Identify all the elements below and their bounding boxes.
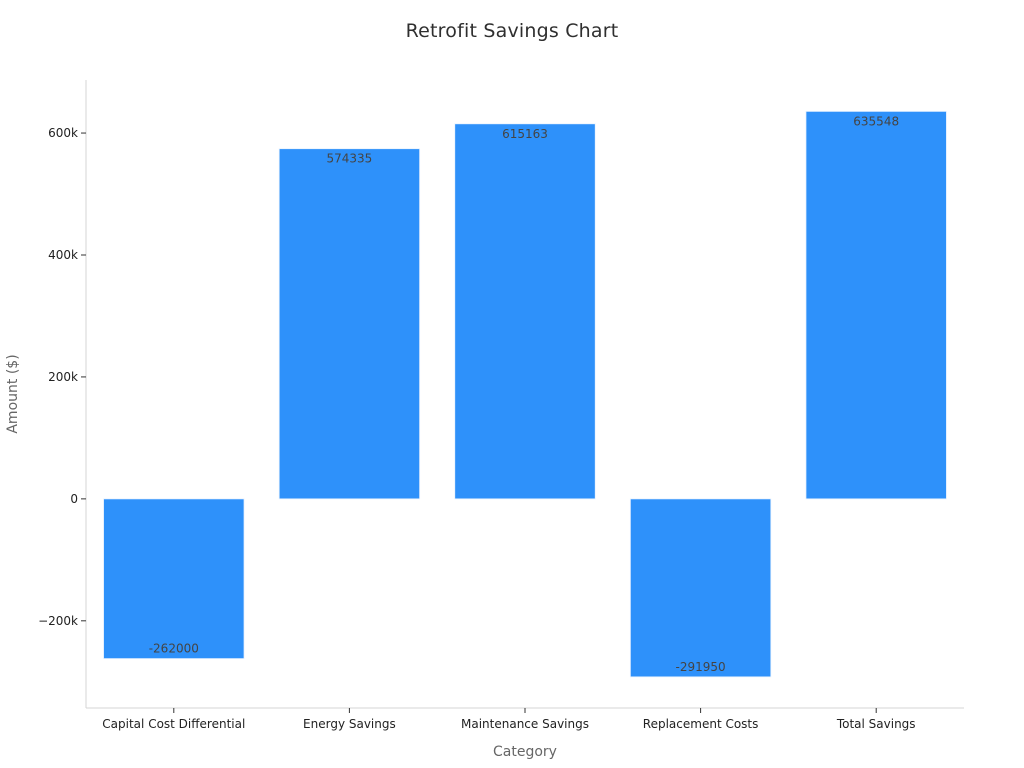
x-tick-label: Energy Savings <box>303 717 396 731</box>
bar <box>278 148 421 500</box>
x-tick-label: Replacement Costs <box>643 717 759 731</box>
bar <box>103 498 245 660</box>
data-label: 615163 <box>502 127 548 141</box>
y-tick-label: 400k <box>48 248 78 262</box>
data-label: 574335 <box>326 152 372 166</box>
x-axis-label: Category <box>493 744 557 760</box>
data-label: -291950 <box>676 660 726 674</box>
y-axis-label: Amount ($) <box>5 354 21 433</box>
y-tick-label: −200k <box>38 614 78 628</box>
x-tick-label: Capital Cost Differential <box>102 717 245 731</box>
data-label: 635548 <box>853 114 899 128</box>
y-tick-label: 200k <box>48 370 78 384</box>
x-tick-label: Maintenance Savings <box>461 717 589 731</box>
x-tick-label: Total Savings <box>836 717 916 731</box>
data-label: -262000 <box>149 642 199 656</box>
y-tick-label: 0 <box>70 492 78 506</box>
chart-title: Retrofit Savings Chart <box>405 20 619 42</box>
y-tick-label: 600k <box>48 126 78 140</box>
bar <box>629 498 772 678</box>
bar <box>454 123 596 500</box>
bar <box>805 110 947 500</box>
